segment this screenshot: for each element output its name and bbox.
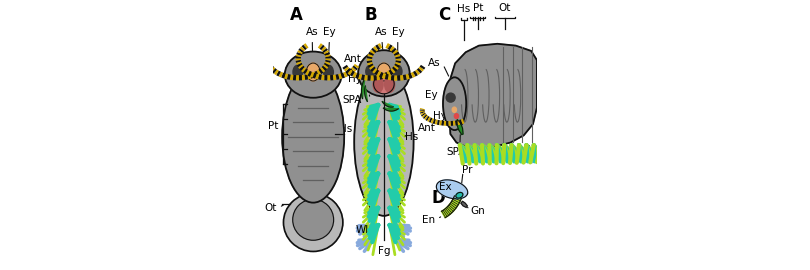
Ellipse shape bbox=[377, 63, 390, 81]
Text: Gn: Gn bbox=[471, 206, 485, 216]
Text: Hy: Hy bbox=[433, 110, 447, 121]
Text: Hy: Hy bbox=[347, 74, 361, 84]
Ellipse shape bbox=[373, 76, 383, 92]
Ellipse shape bbox=[443, 77, 467, 130]
Text: Ot: Ot bbox=[265, 203, 277, 213]
Polygon shape bbox=[441, 196, 461, 218]
Ellipse shape bbox=[284, 193, 343, 251]
Ellipse shape bbox=[282, 71, 344, 203]
Text: Wl: Wl bbox=[523, 146, 536, 156]
Polygon shape bbox=[364, 86, 368, 102]
Text: Hs: Hs bbox=[458, 4, 471, 14]
Text: Wl: Wl bbox=[356, 225, 369, 235]
Ellipse shape bbox=[373, 74, 394, 94]
Text: Pt: Pt bbox=[268, 121, 279, 131]
Ellipse shape bbox=[452, 107, 457, 112]
Text: SPA: SPA bbox=[342, 95, 361, 105]
Text: Ant: Ant bbox=[418, 123, 436, 133]
Text: Ey: Ey bbox=[391, 27, 404, 55]
Text: C: C bbox=[438, 6, 450, 24]
Text: As: As bbox=[306, 27, 318, 56]
Polygon shape bbox=[437, 180, 467, 199]
Polygon shape bbox=[383, 108, 399, 111]
Text: Pr: Pr bbox=[462, 166, 472, 176]
Text: Ant: Ant bbox=[343, 54, 361, 64]
Text: As: As bbox=[375, 27, 387, 55]
Text: B: B bbox=[364, 6, 377, 24]
Ellipse shape bbox=[454, 114, 458, 119]
Ellipse shape bbox=[456, 193, 463, 198]
Text: Fg: Fg bbox=[377, 246, 390, 256]
Circle shape bbox=[446, 93, 455, 102]
Ellipse shape bbox=[323, 65, 334, 79]
Text: A: A bbox=[290, 6, 303, 24]
Text: Hs: Hs bbox=[405, 132, 418, 142]
Polygon shape bbox=[457, 120, 463, 134]
Text: Ot: Ot bbox=[499, 3, 511, 13]
Text: Hs: Hs bbox=[339, 124, 352, 134]
Ellipse shape bbox=[306, 63, 320, 81]
Ellipse shape bbox=[366, 65, 374, 78]
Text: Ex: Ex bbox=[439, 182, 451, 192]
Ellipse shape bbox=[385, 76, 394, 92]
Ellipse shape bbox=[285, 52, 342, 98]
Ellipse shape bbox=[292, 199, 334, 240]
Polygon shape bbox=[361, 79, 364, 99]
Text: As: As bbox=[428, 58, 441, 68]
Polygon shape bbox=[450, 44, 537, 148]
Text: Ey: Ey bbox=[424, 90, 437, 100]
Text: En: En bbox=[422, 215, 435, 225]
Ellipse shape bbox=[394, 65, 402, 78]
Ellipse shape bbox=[293, 65, 303, 79]
Ellipse shape bbox=[354, 68, 414, 216]
Text: Ey: Ey bbox=[323, 27, 336, 56]
Polygon shape bbox=[461, 201, 467, 207]
Ellipse shape bbox=[358, 50, 410, 96]
Text: SPA: SPA bbox=[447, 147, 466, 157]
Text: D: D bbox=[432, 189, 446, 207]
Text: Pt: Pt bbox=[473, 3, 483, 13]
Polygon shape bbox=[382, 102, 394, 107]
